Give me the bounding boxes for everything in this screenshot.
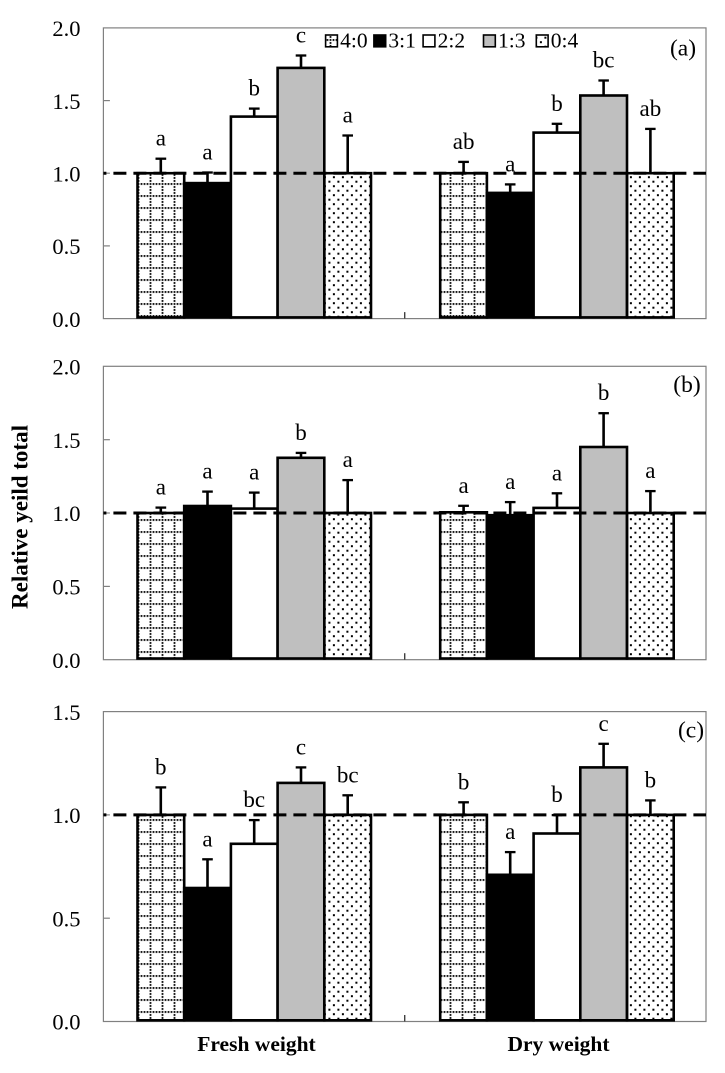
svg-text:ab: ab	[640, 96, 662, 121]
svg-text:(a): (a)	[670, 36, 696, 62]
svg-text:2.0: 2.0	[52, 355, 80, 380]
svg-text:a: a	[343, 447, 353, 472]
svg-text:a: a	[202, 459, 212, 484]
svg-text:a: a	[156, 126, 166, 151]
svg-text:0:4: 0:4	[551, 29, 579, 53]
svg-text:1.5: 1.5	[52, 700, 80, 725]
svg-text:b: b	[248, 76, 260, 101]
svg-text:0.5: 0.5	[52, 906, 80, 931]
svg-text:1.0: 1.0	[52, 803, 80, 828]
svg-text:a: a	[156, 475, 166, 500]
svg-text:a: a	[458, 473, 468, 498]
svg-text:b: b	[458, 769, 470, 794]
svg-text:a: a	[202, 140, 212, 165]
svg-text:0.5: 0.5	[52, 575, 80, 600]
svg-text:1:3: 1:3	[498, 29, 525, 53]
svg-text:c: c	[296, 23, 306, 48]
svg-text:2:2: 2:2	[438, 29, 465, 53]
svg-text:0.0: 0.0	[52, 1010, 80, 1035]
svg-text:c: c	[598, 711, 608, 736]
svg-text:a: a	[505, 469, 515, 494]
svg-text:0.5: 0.5	[52, 234, 80, 259]
svg-text:b: b	[551, 91, 563, 116]
svg-text:Dry weight: Dry weight	[507, 1032, 610, 1056]
svg-text:a: a	[202, 826, 212, 851]
svg-text:(c): (c)	[678, 718, 704, 744]
svg-text:bc: bc	[243, 787, 265, 812]
svg-text:1.0: 1.0	[52, 161, 80, 186]
svg-text:a: a	[505, 151, 515, 176]
svg-text:0.0: 0.0	[52, 648, 80, 673]
svg-text:Fresh weight: Fresh weight	[197, 1032, 316, 1056]
svg-text:b: b	[551, 782, 563, 807]
svg-text:ab: ab	[453, 129, 475, 154]
svg-text:1.5: 1.5	[52, 89, 80, 114]
svg-text:1.5: 1.5	[52, 428, 80, 453]
svg-text:a: a	[249, 460, 259, 485]
svg-text:b: b	[155, 754, 167, 779]
svg-text:bc: bc	[593, 48, 615, 73]
svg-text:1.0: 1.0	[52, 501, 80, 526]
svg-text:4:0: 4:0	[340, 29, 367, 53]
svg-text:b: b	[645, 767, 657, 792]
svg-text:2.0: 2.0	[52, 16, 80, 41]
svg-text:Relative yeild total: Relative yeild total	[8, 425, 33, 609]
svg-text:c: c	[296, 734, 306, 759]
svg-text:0.0: 0.0	[52, 307, 80, 332]
svg-text:a: a	[343, 103, 353, 128]
svg-text:a: a	[552, 460, 562, 485]
svg-text:3:1: 3:1	[388, 29, 415, 53]
svg-text:a: a	[645, 458, 655, 483]
svg-text:b: b	[598, 380, 610, 405]
svg-text:bc: bc	[337, 762, 359, 787]
svg-text:a: a	[505, 819, 515, 844]
svg-text:(b): (b)	[673, 372, 700, 398]
svg-text:b: b	[295, 420, 307, 445]
